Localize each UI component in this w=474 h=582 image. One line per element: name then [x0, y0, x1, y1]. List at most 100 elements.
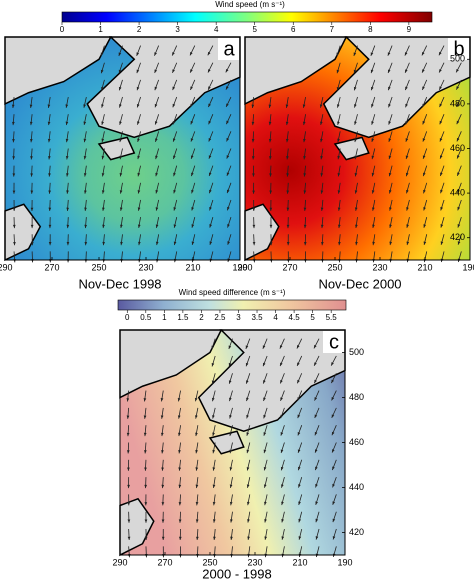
arrow-head	[126, 450, 130, 454]
arrow-head	[297, 379, 300, 384]
arrow-head	[102, 224, 105, 229]
arrow-head	[12, 224, 16, 229]
map-frame	[4, 36, 241, 261]
arrow-head	[195, 467, 199, 471]
arrow-head	[100, 69, 104, 74]
arrow-head	[118, 52, 122, 56]
arrow-head	[195, 449, 198, 454]
arrow-head	[196, 536, 199, 541]
arrow-head	[246, 397, 249, 402]
arrow-head	[268, 121, 272, 126]
arrow-head	[332, 483, 335, 488]
arrow-head	[209, 224, 212, 228]
arrow-head	[332, 518, 336, 523]
arrow-head	[331, 396, 335, 401]
arrow-head	[457, 189, 460, 194]
arrow-head	[315, 501, 318, 505]
arrow-head	[303, 190, 307, 194]
arrow-head	[66, 190, 69, 194]
arrow-head	[303, 207, 307, 211]
arrow-head	[370, 69, 374, 74]
arrow-head	[154, 86, 158, 91]
arrow-head	[388, 172, 392, 177]
arrow-head	[101, 190, 105, 194]
arrow-head	[264, 501, 267, 506]
arrow-head	[212, 415, 215, 419]
arrow-head	[422, 120, 426, 125]
arrow-head	[225, 86, 229, 90]
arrow-head	[303, 224, 307, 229]
arrow-head	[285, 121, 289, 126]
arrow-head	[137, 172, 141, 177]
x-tick-label: 190	[232, 262, 247, 272]
arrow-head	[191, 189, 194, 194]
arrow-head	[230, 519, 233, 523]
arrow-head	[194, 415, 198, 419]
arrow-head	[119, 121, 122, 125]
arrow-head	[119, 173, 123, 177]
arrow-head	[354, 121, 357, 125]
arrow-head	[405, 69, 408, 73]
y-tick-label: 480	[349, 392, 364, 402]
arrow-head	[336, 104, 340, 108]
colorbar-tick-label: 3	[236, 313, 241, 322]
panel-caption: Nov-Dec 1998	[78, 276, 161, 291]
y-tick-label: 420	[349, 527, 364, 537]
arrow-head	[422, 103, 426, 108]
arrow-head	[280, 414, 284, 419]
arrow-head	[228, 380, 232, 384]
arrow-head	[212, 449, 216, 454]
arrow-head	[212, 467, 216, 471]
arrow-head	[286, 242, 290, 246]
arrow-head	[227, 224, 230, 228]
arrow-head	[404, 52, 408, 56]
arrow-head	[338, 241, 341, 246]
arrow-head	[212, 432, 215, 436]
arrow-head	[251, 139, 255, 143]
colorbar-tick-label: 0.5	[140, 313, 152, 322]
arrow-head	[120, 241, 123, 246]
arrow-head	[66, 207, 70, 211]
arrow-head	[191, 241, 195, 245]
colorbar: Wind speed (m s⁻¹) 0 1 2 3 4 5 6 7 8 9	[60, 0, 433, 34]
x-tick-label: 210	[292, 557, 307, 567]
colorbar-tick-label: 6	[291, 25, 296, 34]
arrow-head	[263, 362, 266, 367]
arrow-head	[354, 104, 357, 108]
arrow-head	[12, 139, 15, 143]
arrow-head	[209, 206, 212, 211]
arrow-head	[190, 138, 194, 142]
arrow-head	[226, 172, 230, 176]
arrow-head	[332, 449, 335, 453]
arrow-head	[100, 52, 104, 57]
arrow-head	[372, 241, 375, 246]
arrow-head	[245, 345, 249, 349]
arrow-head	[191, 224, 195, 228]
arrow-head	[229, 501, 233, 506]
arrow-head	[144, 536, 148, 541]
colorbar-tick-label: 9	[407, 25, 412, 34]
arrow-head	[405, 86, 408, 91]
arrow-head	[319, 104, 323, 108]
arrow-head	[190, 51, 193, 56]
colorbar: Wind speed difference (m s⁻¹) 0 0.5 1 1.5 2 2…	[117, 288, 347, 322]
arrow-head	[136, 52, 140, 56]
arrow-head	[263, 380, 266, 384]
arrow-head	[101, 121, 104, 125]
arrow-head	[370, 52, 374, 56]
arrow-head	[211, 380, 215, 384]
arrow-head	[211, 345, 215, 350]
arrow-head	[439, 138, 443, 142]
arrow-head	[354, 190, 358, 194]
arrow-head	[126, 415, 130, 419]
colorbar-title: Wind speed difference (m s⁻¹)	[179, 288, 286, 297]
arrow-head	[30, 242, 34, 246]
arrow-head	[297, 432, 301, 436]
arrow-head	[388, 86, 391, 91]
x-tick-label: 290	[112, 557, 127, 567]
arrow-head	[371, 172, 375, 177]
arrow-head	[154, 103, 158, 108]
arrow-head	[136, 86, 140, 91]
arrow-head	[332, 501, 336, 505]
x-tick-label: 270	[44, 262, 59, 272]
